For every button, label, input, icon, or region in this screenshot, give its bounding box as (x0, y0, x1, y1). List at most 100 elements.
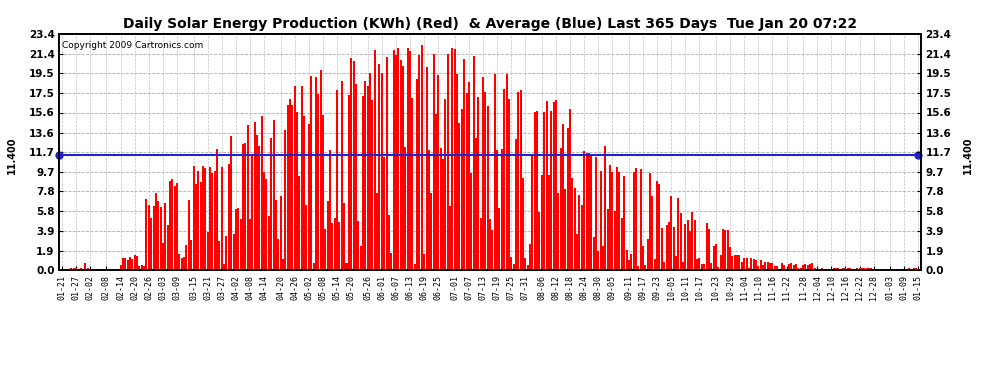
Bar (419, 55, 421, 270)
Bar (322, 115, 324, 270)
Bar (402, 66, 404, 270)
Bar (214, 171, 216, 270)
Bar (251, 154, 253, 270)
Bar (317, 94, 319, 270)
Bar (65, 269, 67, 270)
Bar (672, 228, 674, 270)
Bar (774, 266, 776, 270)
Bar (157, 201, 159, 270)
Bar (134, 255, 136, 270)
Bar (446, 54, 448, 270)
Bar (785, 268, 788, 270)
Bar (710, 263, 712, 270)
Bar (663, 262, 665, 270)
Bar (550, 111, 552, 270)
Bar (545, 101, 547, 270)
Bar (515, 139, 517, 270)
Bar (651, 196, 653, 270)
Bar (649, 173, 651, 270)
Bar (856, 268, 858, 270)
Bar (489, 219, 491, 270)
Bar (484, 92, 486, 270)
Bar (359, 246, 361, 270)
Bar (566, 128, 568, 270)
Bar (84, 263, 86, 270)
Bar (352, 61, 354, 270)
Bar (183, 257, 185, 270)
Bar (689, 231, 691, 270)
Bar (171, 179, 173, 270)
Bar (901, 269, 903, 270)
Bar (268, 216, 270, 270)
Bar (117, 269, 119, 270)
Bar (494, 74, 496, 270)
Bar (357, 221, 359, 270)
Bar (800, 268, 802, 270)
Bar (752, 259, 754, 270)
Bar (838, 268, 840, 270)
Bar (597, 251, 599, 270)
Bar (265, 178, 267, 270)
Bar (771, 263, 773, 270)
Bar (809, 264, 811, 270)
Bar (682, 262, 684, 270)
Bar (82, 269, 84, 270)
Bar (388, 215, 390, 270)
Bar (578, 195, 580, 270)
Bar (802, 266, 804, 270)
Bar (576, 234, 578, 270)
Bar (713, 246, 715, 270)
Bar (725, 230, 727, 270)
Bar (63, 269, 65, 270)
Bar (661, 228, 663, 270)
Bar (421, 45, 423, 270)
Bar (385, 57, 387, 270)
Bar (178, 254, 180, 270)
Bar (547, 174, 549, 270)
Bar (139, 266, 141, 270)
Bar (231, 136, 233, 270)
Bar (616, 167, 618, 270)
Bar (458, 123, 460, 270)
Bar (644, 265, 646, 270)
Bar (819, 269, 821, 270)
Bar (880, 269, 882, 270)
Bar (699, 258, 701, 270)
Bar (371, 100, 373, 270)
Bar (623, 177, 626, 270)
Bar (908, 268, 910, 270)
Bar (346, 262, 347, 270)
Bar (559, 147, 561, 270)
Bar (366, 86, 368, 270)
Bar (256, 135, 258, 270)
Bar (472, 56, 474, 270)
Bar (291, 105, 293, 270)
Bar (453, 49, 455, 270)
Bar (510, 257, 512, 270)
Bar (694, 220, 696, 270)
Bar (240, 219, 242, 270)
Bar (544, 111, 545, 270)
Bar (755, 260, 757, 270)
Bar (501, 148, 503, 270)
Bar (185, 245, 187, 270)
Bar (555, 100, 557, 270)
Bar (383, 156, 385, 270)
Bar (329, 150, 331, 270)
Bar (826, 269, 828, 270)
Bar (828, 269, 830, 270)
Bar (332, 223, 334, 270)
Bar (593, 237, 595, 270)
Bar (727, 230, 729, 270)
Bar (148, 205, 149, 270)
Bar (609, 165, 611, 270)
Bar (435, 114, 437, 270)
Bar (783, 265, 785, 270)
Bar (301, 86, 303, 270)
Bar (677, 198, 679, 270)
Bar (795, 264, 797, 270)
Bar (518, 93, 520, 270)
Bar (487, 106, 489, 270)
Bar (600, 171, 602, 270)
Bar (263, 172, 265, 270)
